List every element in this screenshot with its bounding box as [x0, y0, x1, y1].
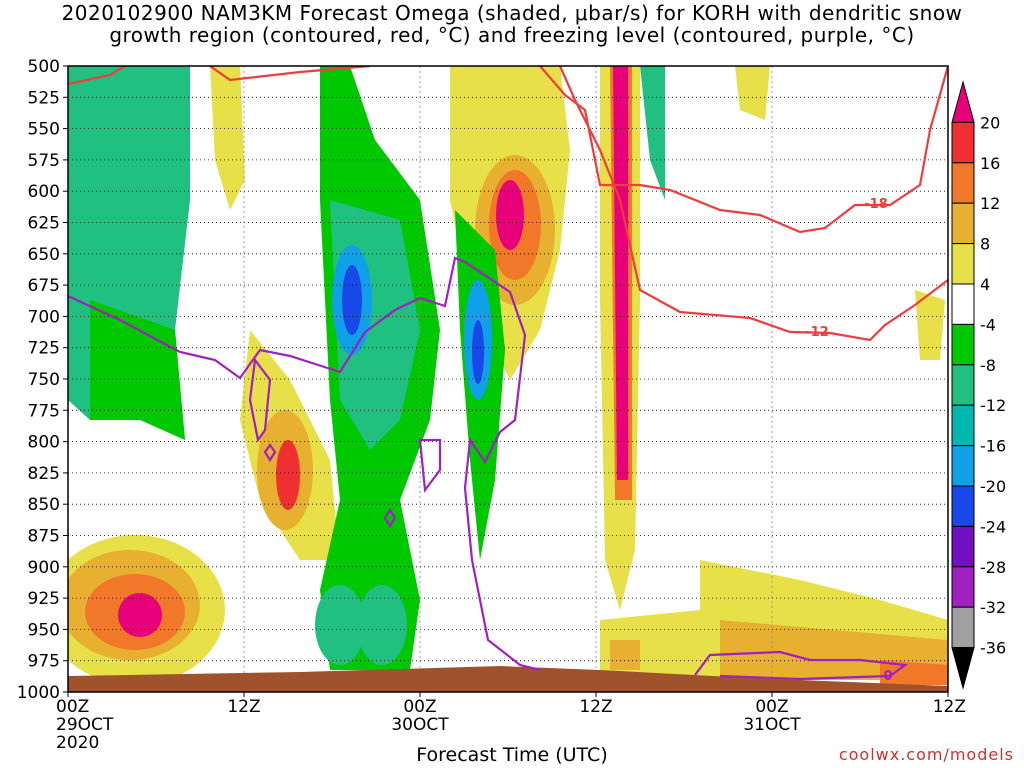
- y-tick-label: 800: [28, 433, 60, 453]
- y-tick-label: 625: [28, 214, 60, 234]
- y-axis: 500 525 550 575 600 625 650 675 700 725 750 775 800 8…: [17, 57, 68, 703]
- colorbar-label: -24: [980, 517, 1006, 536]
- x-tick-label: 2020: [56, 733, 99, 753]
- colorbar-label: -28: [980, 558, 1006, 577]
- colorbar-segment: [951, 364, 975, 406]
- contour-lines: [68, 66, 948, 681]
- terrain: [68, 666, 948, 692]
- colorbar-label: -4: [980, 315, 996, 334]
- colorbar-segment: [951, 202, 975, 245]
- y-tick-label: 975: [28, 652, 60, 672]
- colorbar-segment: [951, 283, 975, 325]
- title-line-1: 2020102900 NAM3KM Forecast Omega (shaded…: [61, 1, 963, 25]
- colorbar-label: -8: [980, 356, 996, 375]
- colorbar-label: -12: [980, 396, 1006, 415]
- contour-label-m18: -18: [864, 197, 888, 212]
- x-tick-label: 29OCT: [56, 715, 114, 735]
- contour-freezing-small-1: [248, 357, 272, 443]
- contour-freezing: [68, 256, 541, 672]
- x-tick-label: 31OCT: [743, 715, 801, 735]
- colorbar-label: 12: [980, 194, 1000, 213]
- contour-dendritic-upper: [68, 66, 948, 234]
- y-tick-label: 875: [28, 527, 60, 547]
- colorbar-segment: [951, 525, 975, 568]
- x-tick-label: 00Z: [755, 697, 788, 717]
- y-tick-label: 950: [28, 620, 60, 640]
- contour-labels: -18 -12 0: [805, 197, 892, 684]
- x-tick-label: 00Z: [56, 697, 89, 717]
- title-line-2: growth region (contoured, red, °C) and f…: [109, 23, 915, 47]
- credit-text: coolwx.com/models: [838, 745, 1014, 764]
- y-tick-label: 725: [28, 339, 60, 359]
- y-tick-label: 925: [28, 589, 60, 609]
- contour-freezing-diamond: [263, 443, 397, 529]
- colorbar-segment: [951, 243, 975, 285]
- x-tick-label: 12Z: [933, 697, 966, 717]
- omega-shading: [68, 66, 948, 685]
- colorbar-label: 4: [980, 275, 990, 294]
- contour-dendritic-lower: [558, 66, 948, 342]
- x-tick-label: 12Z: [579, 697, 612, 717]
- colorbar-label: 20: [980, 113, 1000, 132]
- colorbar-label: -16: [980, 437, 1006, 456]
- colorbar-segment: [951, 485, 975, 527]
- y-tick-label: 1000: [17, 683, 60, 703]
- chart-title: 2020102900 NAM3KM Forecast Omega (shaded…: [0, 2, 1024, 46]
- colorbar-cap-bottom: [951, 647, 975, 690]
- y-tick-label: 750: [28, 370, 60, 390]
- colorbar-segment: [951, 606, 975, 649]
- y-tick-label: 850: [28, 495, 60, 515]
- colorbar-segment: [951, 323, 975, 366]
- y-tick-label: 525: [28, 88, 60, 108]
- y-tick-label: 825: [28, 464, 60, 484]
- y-tick-label: 500: [28, 57, 60, 77]
- colorbar-segment: [951, 162, 975, 204]
- y-tick-label: 775: [28, 401, 60, 421]
- colorbar-label: -36: [980, 639, 1006, 658]
- contour-freezing-bottom: [694, 650, 908, 681]
- colorbar-label: -32: [980, 598, 1006, 617]
- contour-freezing-small-2: [418, 438, 442, 493]
- x-tick-label: 30OCT: [391, 715, 449, 735]
- y-tick-label: 675: [28, 276, 60, 296]
- colorbar-label: 16: [980, 154, 1000, 173]
- contour-label-m12: -12: [805, 325, 829, 340]
- y-tick-label: 650: [28, 245, 60, 265]
- contour-label-0: 0: [883, 669, 892, 684]
- grid: [68, 66, 948, 692]
- x-tick-label: 12Z: [227, 697, 260, 717]
- colorbar-segment: [951, 404, 975, 447]
- colorbar: 20 16 12 8 4 -4 -8 -12 -16 -20 -24 -28 -32 -36: [951, 80, 1006, 690]
- colorbar-cap-top: [951, 80, 975, 123]
- colorbar-segment: [951, 121, 975, 164]
- y-tick-label: 575: [28, 151, 60, 171]
- y-tick-label: 550: [28, 120, 60, 140]
- y-tick-label: 600: [28, 182, 60, 202]
- colorbar-label: -20: [980, 477, 1006, 496]
- x-axis-label: Forecast Time (UTC): [416, 744, 608, 766]
- colorbar-segment: [951, 445, 975, 487]
- x-tick-label: 00Z: [403, 697, 436, 717]
- y-tick-label: 900: [28, 558, 60, 578]
- y-tick-label: 700: [28, 307, 60, 327]
- colorbar-segment: [951, 566, 975, 608]
- colorbar-label: 8: [980, 235, 990, 254]
